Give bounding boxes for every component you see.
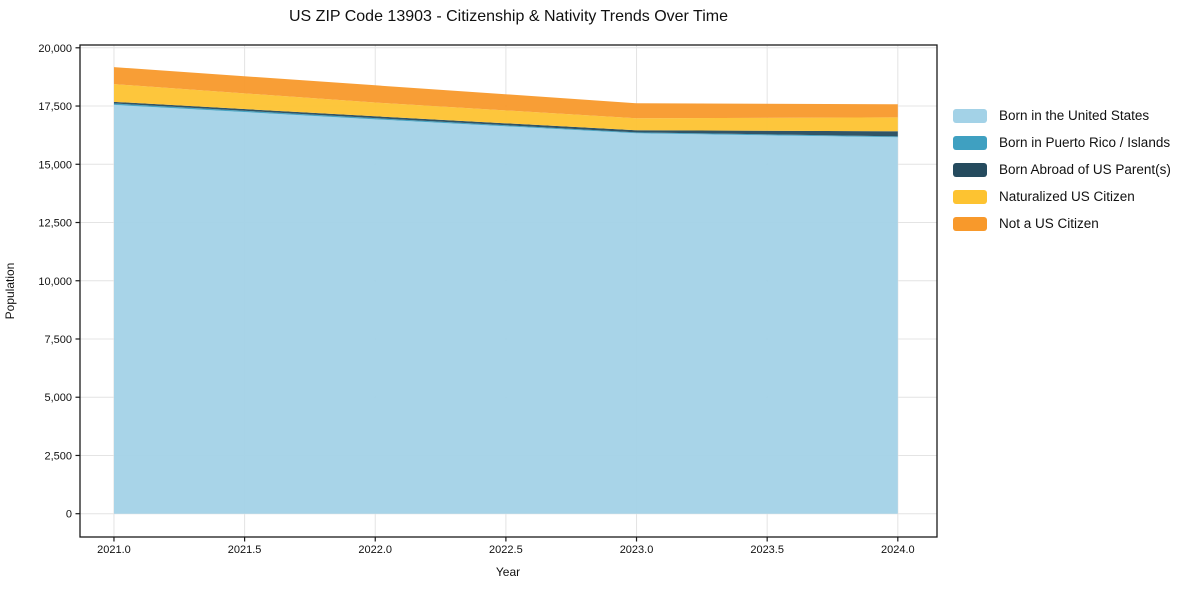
area-series-0 — [113, 104, 898, 514]
legend-label-2: Born Abroad of US Parent(s) — [999, 162, 1171, 177]
x-tick-label: 2021.5 — [228, 544, 262, 556]
y-tick-label: 5,000 — [44, 392, 72, 404]
area-series-3 — [113, 84, 898, 132]
legend-item-3: Naturalized US Citizen — [953, 183, 1171, 210]
x-tick-label: 2021.0 — [97, 544, 131, 556]
legend-item-2: Born Abroad of US Parent(s) — [953, 156, 1171, 183]
legend-item-1: Born in Puerto Rico / Islands — [953, 129, 1171, 156]
legend-label-1: Born in Puerto Rico / Islands — [999, 135, 1171, 150]
x-axis-label: Year — [496, 565, 520, 579]
y-axis-label: Population — [3, 263, 17, 320]
y-tick-label: 15,000 — [38, 159, 72, 171]
legend-label-4: Not a US Citizen — [999, 216, 1099, 231]
legend-swatch-4 — [953, 216, 987, 231]
legend: Born in the United States Born in Puerto … — [953, 102, 1171, 237]
legend-label-0: Born in the United States — [999, 108, 1150, 123]
area-series-2 — [113, 101, 898, 137]
legend-swatch-3 — [953, 189, 987, 204]
legend-swatch-0 — [953, 108, 987, 123]
x-tick-label: 2023.5 — [750, 544, 784, 556]
y-tick-label: 7,500 — [44, 334, 72, 346]
legend-label-3: Naturalized US Citizen — [999, 189, 1135, 204]
legend-swatch-2 — [953, 162, 987, 177]
y-tick-label: 10,000 — [38, 276, 72, 288]
y-tick-label: 12,500 — [38, 218, 72, 230]
area-series-4 — [113, 67, 898, 119]
plot-border — [79, 44, 938, 538]
y-tick-label: 0 — [66, 509, 72, 521]
x-tick-label: 2022.5 — [489, 544, 523, 556]
x-tick-label: 2024.0 — [881, 544, 915, 556]
x-tick-label: 2023.0 — [620, 544, 654, 556]
legend-swatch-1 — [953, 135, 987, 150]
y-tick-label: 20,000 — [38, 43, 72, 55]
x-tick-label: 2022.0 — [358, 544, 392, 556]
y-tick-label: 2,500 — [44, 450, 72, 462]
legend-item-0: Born in the United States — [953, 102, 1171, 129]
y-tick-label: 17,500 — [38, 101, 72, 113]
chart-title: US ZIP Code 13903 - Citizenship & Nativi… — [289, 8, 728, 25]
legend-item-4: Not a US Citizen — [953, 210, 1171, 237]
